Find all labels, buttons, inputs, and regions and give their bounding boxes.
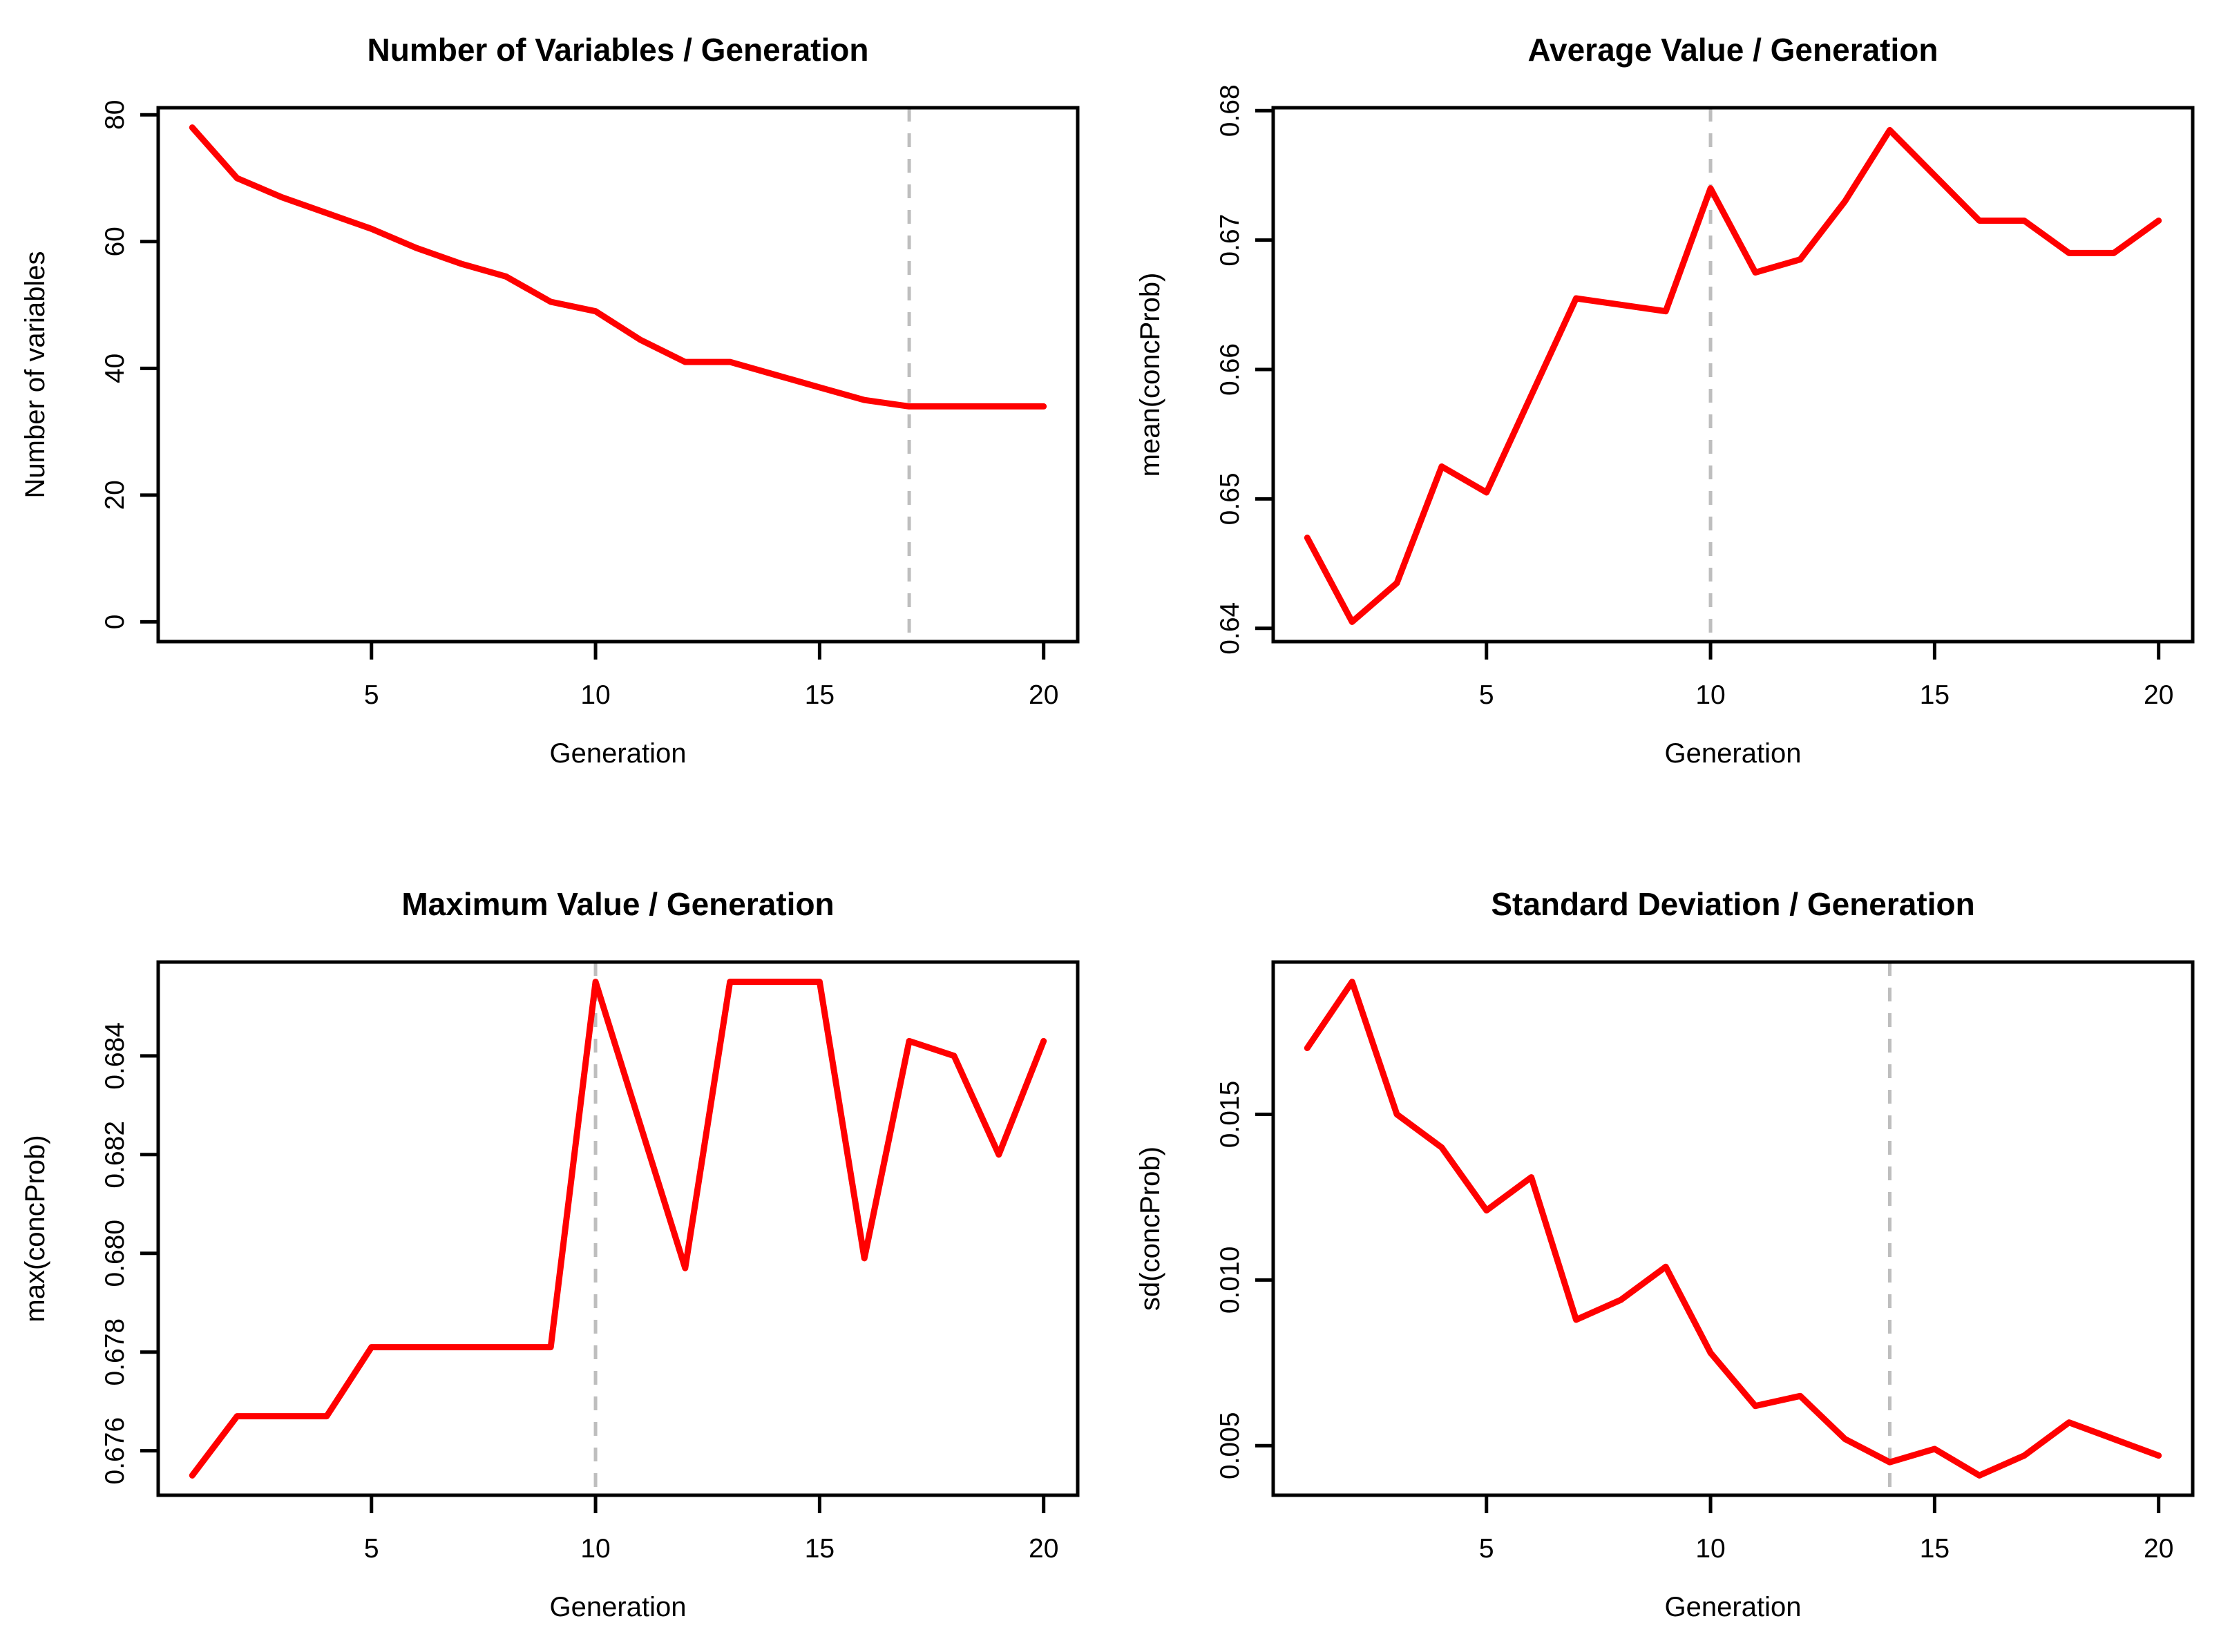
y-tick-label: 0.68	[1215, 84, 1245, 137]
y-axis-label: Number of variables	[20, 251, 50, 499]
x-tick-label: 10	[580, 680, 610, 710]
plot-box	[1271, 106, 2195, 644]
chart-title: Average Value / Generation	[1528, 32, 1938, 68]
series-line	[1304, 126, 2162, 625]
panel-bottom-left: 5 10 15 20 0.676 0.678 0.680 0.682 0.684 Maximum …	[0, 826, 1115, 1652]
x-axis-label: Generation	[550, 738, 687, 769]
x-tick-label: 15	[1920, 680, 1950, 710]
chart-maximum-value: 5 10 15 20 0.676 0.678 0.680 0.682 0.684 Maximum …	[20, 886, 1080, 1622]
y-axis-label: max(concProb)	[20, 1135, 50, 1322]
x-tick-label: 20	[1029, 1534, 1058, 1564]
x-tick-label: 15	[805, 1534, 835, 1564]
x-axis-label: Generation	[550, 1592, 687, 1622]
x-tick-label: 15	[805, 680, 835, 710]
panel-top-left: 5 10 15 20 0 20 40 60 80 Number of Variables / Ge…	[0, 0, 1115, 826]
chart-title: Number of Variables / Generation	[368, 32, 869, 68]
x-tick-label: 20	[2144, 680, 2173, 710]
y-axis-label: sd(concProb)	[1135, 1146, 1165, 1311]
x-axis-label: Generation	[1665, 738, 1802, 769]
y-tick-label: 0.65	[1215, 472, 1245, 525]
y-tick-label: 40	[100, 354, 130, 383]
x-tick-label: 5	[1479, 680, 1494, 710]
y-axis-label: mean(concProb)	[1135, 273, 1165, 477]
y-tick-label: 0.64	[1215, 602, 1245, 655]
x-tick-label: 10	[1695, 1534, 1725, 1564]
x-tick-label: 20	[2144, 1534, 2173, 1564]
panel-top-right: 5 10 15 20 0.64 0.65 0.66 0.67 0.68 Average Value…	[1115, 0, 2230, 826]
plot-box	[1271, 960, 2195, 1497]
y-tick-label: 0.678	[100, 1318, 130, 1386]
y-tick-label: 60	[100, 227, 130, 256]
series-line	[189, 124, 1047, 410]
x-axis-label: Generation	[1665, 1592, 1802, 1622]
chart-standard-deviation: 5 10 15 20 0.005 0.010 0.015 Standard Deviation…	[1135, 886, 2195, 1622]
chart-title: Maximum Value / Generation	[401, 886, 834, 922]
y-tick-label: 20	[100, 480, 130, 510]
series-line	[189, 979, 1047, 1479]
x-tick-label: 15	[1920, 1534, 1950, 1564]
y-tick-label: 0.010	[1215, 1247, 1245, 1314]
x-tick-label: 10	[1695, 680, 1725, 710]
y-tick-label: 0.66	[1215, 343, 1245, 396]
x-tick-label: 5	[1479, 1534, 1494, 1564]
x-tick-label: 5	[364, 1534, 379, 1564]
series-line	[1304, 979, 2162, 1479]
plot-box	[156, 960, 1080, 1497]
chart-average-value: 5 10 15 20 0.64 0.65 0.66 0.67 0.68 Average Value…	[1135, 32, 2195, 769]
y-tick-label: 0.676	[100, 1417, 130, 1485]
x-tick-label: 20	[1029, 680, 1058, 710]
y-tick-label: 0.682	[100, 1121, 130, 1189]
y-tick-label: 0.680	[100, 1220, 130, 1287]
y-tick-label: 0.684	[100, 1022, 130, 1090]
chart-title: Standard Deviation / Generation	[1491, 886, 1974, 922]
x-tick-label: 5	[364, 680, 379, 710]
panel-bottom-right: 5 10 15 20 0.005 0.010 0.015 Standard Deviation…	[1115, 826, 2230, 1652]
plot-box	[156, 106, 1080, 644]
y-tick-label: 0.67	[1215, 214, 1245, 267]
y-tick-label: 0.005	[1215, 1412, 1245, 1479]
chart-number-of-variables: 5 10 15 20 0 20 40 60 80 Number of Variables / Ge…	[20, 32, 1080, 769]
y-tick-label: 0.015	[1215, 1081, 1245, 1149]
x-tick-label: 10	[580, 1534, 610, 1564]
y-tick-label: 80	[100, 100, 130, 130]
y-tick-label: 0	[100, 615, 130, 630]
